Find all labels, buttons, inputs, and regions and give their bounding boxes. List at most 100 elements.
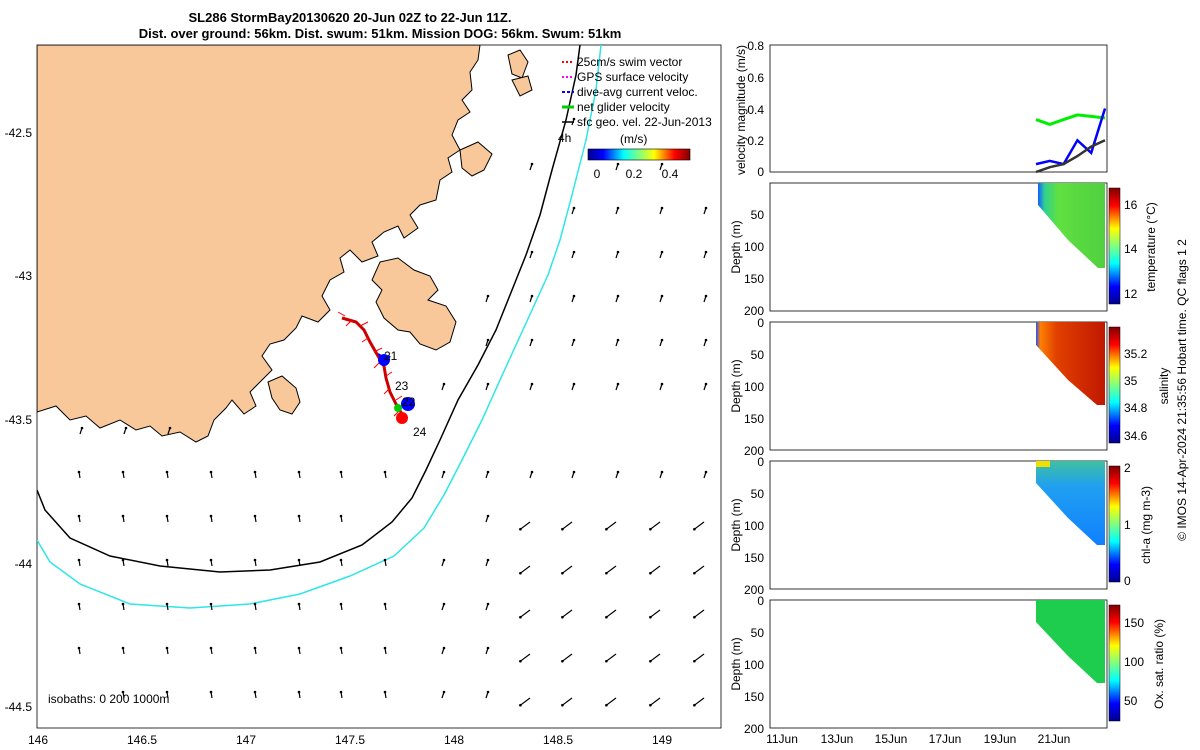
current-vector-head-96 (339, 646, 343, 650)
chl-ytick-50: 50 (751, 487, 765, 501)
current-vector-head-84 (486, 602, 490, 606)
temp-ytick-200: 200 (744, 304, 764, 318)
current-vector-head-97 (383, 646, 387, 650)
current-vector-head-100 (519, 659, 522, 663)
current-vector-88 (650, 609, 661, 618)
current-vector-89 (694, 609, 705, 618)
current-vector-head-40 (442, 470, 446, 474)
marker-24 (396, 412, 408, 424)
current-vector-head-51 (253, 514, 257, 518)
temperature-section (1038, 183, 1105, 268)
ox-ytick-100: 100 (744, 658, 764, 672)
current-vector-head-86 (561, 615, 564, 619)
time-tick-15jun: 15Jun (875, 732, 908, 746)
legend-net-label: net glider velocity (577, 100, 670, 114)
map-xtick-146.5: 146.5 (127, 733, 157, 747)
map-ytick-43.5: -43.5 (5, 413, 33, 427)
current-vector-head-101 (561, 659, 564, 663)
current-vector-head-120 (124, 426, 128, 430)
salinity-section (1036, 322, 1105, 405)
current-vector-head-37 (297, 470, 301, 474)
salinity-panel: 0 50 100 150 200 Depth (m) 35.2 35 34.8 … (729, 316, 1171, 458)
vel-ytick-0.4: 0.4 (747, 103, 764, 117)
current-vector-head-14 (530, 294, 534, 298)
current-vector-head-106 (165, 690, 169, 694)
ox-cbar-150: 150 (1124, 616, 1144, 630)
current-vector-head-121 (168, 426, 172, 430)
current-vector-head-31 (704, 382, 708, 386)
chla-surface-patch (1036, 461, 1050, 467)
map-xtick-146: 146 (28, 733, 48, 747)
map-ytick-44.5: -44.5 (5, 700, 33, 714)
current-vector-head-34 (165, 470, 169, 474)
time-tick-21jun: 21Jun (1038, 732, 1071, 746)
sal-ytick-200: 200 (744, 444, 764, 458)
temp-ytick-150: 150 (744, 272, 764, 286)
current-vector-head-22 (616, 338, 620, 342)
current-vector-head-91 (121, 646, 125, 650)
velocity-frame (769, 44, 1108, 173)
current-vector-head-27 (530, 382, 534, 386)
temp-ytick-100: 100 (744, 240, 764, 254)
current-vector-head-88 (649, 615, 652, 619)
current-vector-head-13 (486, 294, 490, 298)
vel-ytick-0.8: 0.8 (747, 39, 764, 53)
current-vector-head-72 (605, 571, 608, 575)
current-vector-head-18 (704, 294, 708, 298)
current-vector-head-64 (253, 558, 257, 562)
current-vector-head-33 (121, 470, 125, 474)
current-vector-head-60 (77, 558, 81, 562)
map-xtick-147: 147 (236, 733, 256, 747)
track-label-21: 21 (384, 349, 398, 363)
current-vector-head-62 (165, 558, 169, 562)
chl-cbar-1: 1 (1124, 518, 1131, 532)
current-vector-head-38 (339, 470, 343, 474)
current-vector-head-25 (442, 382, 446, 386)
current-vector-head-115 (561, 703, 564, 707)
current-vector-head-65 (297, 558, 301, 562)
ox-cbar-100: 100 (1124, 655, 1144, 669)
current-vector-85 (520, 609, 531, 618)
marker-22 (401, 397, 415, 411)
current-vector-74 (694, 565, 705, 574)
current-vector-head-24 (704, 338, 708, 342)
current-vector-head-83 (442, 602, 446, 606)
colorbar-units: (m/s) (620, 132, 647, 146)
legend-swim-label: 25cm/s swim vector (577, 55, 682, 69)
current-vector-head-114 (519, 703, 522, 707)
time-tick-17jun: 17Jun (929, 732, 962, 746)
current-vector-72 (606, 565, 617, 574)
current-vector-head-118 (693, 703, 696, 707)
current-vector-head-63 (209, 558, 213, 562)
current-vector-head-20 (530, 338, 534, 342)
colorbar-tick-0: 0 (594, 167, 601, 181)
current-vector-115 (562, 697, 573, 706)
sal-ytick-150: 150 (744, 412, 764, 426)
current-vector-head-107 (209, 690, 213, 694)
current-vector-73 (650, 565, 661, 574)
current-vector-86 (562, 609, 573, 618)
current-vector-56 (562, 521, 573, 530)
vel-ytick-0.6: 0.6 (747, 71, 764, 85)
map-ytick-44: -44 (15, 557, 33, 571)
current-vector-head-54 (486, 514, 490, 518)
glider-track: 21 23 22 24 4h (337, 131, 571, 439)
ox-ytick-0: 0 (757, 594, 764, 608)
current-vector-head-3 (660, 162, 664, 166)
current-vector-head-73 (649, 571, 652, 575)
map-xtick-147.5: 147.5 (335, 733, 365, 747)
legend-gps-label: GPS surface velocity (577, 70, 688, 84)
sal-cbar-34.8: 34.8 (1124, 401, 1148, 415)
temp-cbar-12: 12 (1124, 287, 1138, 301)
current-vector-head-50 (209, 514, 213, 518)
temp-cbar-16: 16 (1124, 198, 1138, 212)
current-vector-head-68 (442, 558, 446, 562)
temperature-panel: 50 100 150 200 Depth (m) 16 14 12 temper… (729, 182, 1158, 318)
current-vector-head-105 (121, 690, 125, 694)
current-vector-head-39 (383, 470, 387, 474)
current-vector-87 (606, 609, 617, 618)
current-vector-head-85 (519, 615, 522, 619)
track-label-22: 22 (402, 395, 416, 409)
current-vector-head-76 (121, 602, 125, 606)
current-vector-head-71 (561, 571, 564, 575)
